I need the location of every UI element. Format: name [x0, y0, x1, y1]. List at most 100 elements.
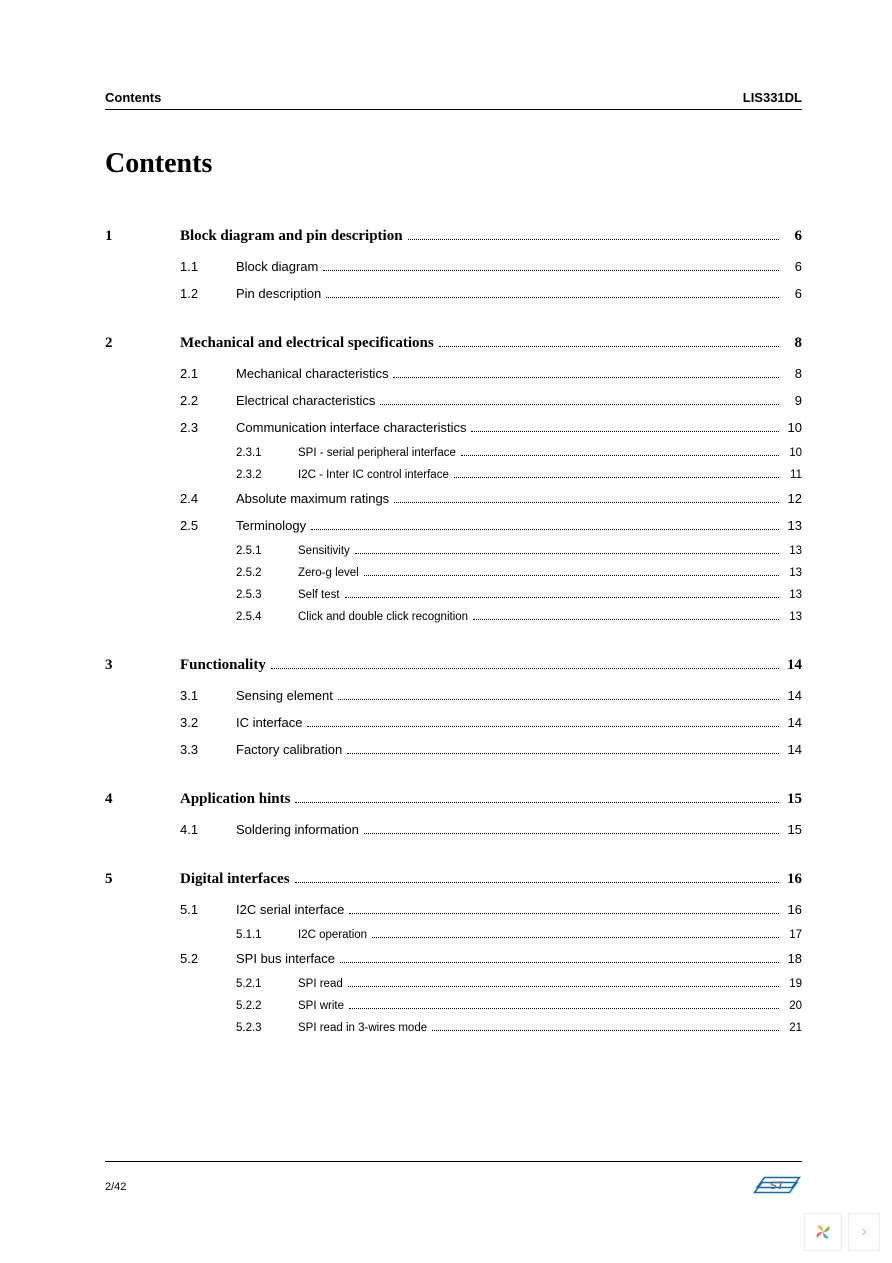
toc-page: 13: [784, 545, 802, 557]
toc-entry[interactable]: 3.3Factory calibration14: [105, 742, 802, 757]
toc-leader: [349, 913, 779, 914]
toc-number: 1.1: [180, 259, 236, 274]
toc-title: Digital interfaces: [180, 871, 290, 888]
toc-page: 18: [784, 951, 802, 966]
toc-leader: [323, 270, 779, 271]
toc-number: 5.2.1: [236, 978, 298, 990]
toc-entry[interactable]: 2.4Absolute maximum ratings12: [105, 491, 802, 506]
toc-entry[interactable]: 3Functionality14: [105, 657, 802, 674]
toc-title: Factory calibration: [236, 742, 342, 757]
toc-page: 8: [784, 335, 802, 352]
page: Contents LIS331DL Contents 1Block diagra…: [0, 0, 892, 1263]
header-right: LIS331DL: [743, 90, 802, 105]
toc-number: 2.2: [180, 393, 236, 408]
toc-entry[interactable]: 4Application hints15: [105, 791, 802, 808]
toc-title: Application hints: [180, 791, 290, 808]
toc-title: Functionality: [180, 657, 266, 674]
toc-title: Mechanical characteristics: [236, 366, 388, 381]
toc-title: SPI write: [298, 1000, 344, 1012]
toc-entry[interactable]: 2.2Electrical characteristics9: [105, 393, 802, 408]
toc-title: Block diagram and pin description: [180, 228, 403, 245]
toc-number: 2.1: [180, 366, 236, 381]
toc-title: IC interface: [236, 715, 302, 730]
toc-leader: [372, 937, 779, 938]
toc-entry[interactable]: 2.3Communication interface characteristi…: [105, 420, 802, 435]
toc-leader: [307, 726, 779, 727]
toc-leader: [380, 404, 779, 405]
toc-number: 5: [105, 871, 180, 888]
toc-title: I2C operation: [298, 929, 367, 941]
toc-title: Click and double click recognition: [298, 611, 468, 623]
st-logo: ST: [752, 1170, 802, 1203]
toc-title: Pin description: [236, 286, 321, 301]
toc-leader: [454, 477, 779, 478]
toc-entry[interactable]: 5.2.2SPI write 20: [105, 1000, 802, 1012]
toc-number: 2.5.3: [236, 589, 298, 601]
toc-entry[interactable]: 4.1Soldering information15: [105, 822, 802, 837]
toc-title: Absolute maximum ratings: [236, 491, 389, 506]
toc-page: 17: [784, 929, 802, 941]
toc-leader: [364, 833, 779, 834]
toc-leader: [348, 986, 779, 987]
toc-title: Communication interface characteristics: [236, 420, 466, 435]
toc-page: 6: [784, 286, 802, 301]
toc-entry[interactable]: 5Digital interfaces16: [105, 871, 802, 888]
toc-title: SPI bus interface: [236, 951, 335, 966]
toc-leader: [432, 1030, 779, 1031]
toc-entry[interactable]: 5.2.1SPI read19: [105, 978, 802, 990]
toc-leader: [271, 668, 779, 669]
toc-number: 2: [105, 335, 180, 352]
chevron-right-icon[interactable]: ›: [848, 1213, 880, 1251]
toc-entry[interactable]: 2.5Terminology 13: [105, 518, 802, 533]
toc-page: 21: [784, 1022, 802, 1034]
toc-leader: [311, 529, 779, 530]
toc-page: 8: [784, 366, 802, 381]
toc-number: 2.5: [180, 518, 236, 533]
toc-entry[interactable]: 5.1.1I2C operation17: [105, 929, 802, 941]
toc-leader: [394, 502, 779, 503]
toc-entry[interactable]: 2.5.1Sensitivity13: [105, 545, 802, 557]
toc-number: 2.5.2: [236, 567, 298, 579]
toc-number: 1: [105, 228, 180, 245]
toc-page: 6: [784, 259, 802, 274]
toc-entry[interactable]: 2.1Mechanical characteristics 8: [105, 366, 802, 381]
toc-page: 20: [784, 1000, 802, 1012]
toc-entry[interactable]: 5.2.3SPI read in 3-wires mode21: [105, 1022, 802, 1034]
toc-number: 4.1: [180, 822, 236, 837]
toc-leader: [295, 802, 779, 803]
toc-entry[interactable]: 1Block diagram and pin description 6: [105, 228, 802, 245]
toc-page: 14: [784, 688, 802, 703]
toc-entry[interactable]: 3.1Sensing element14: [105, 688, 802, 703]
toc-page: 9: [784, 393, 802, 408]
toc-leader: [439, 346, 779, 347]
toc-page: 13: [784, 518, 802, 533]
toc-page: 6: [784, 228, 802, 245]
page-number: 2/42: [105, 1181, 126, 1193]
toc-title: Terminology: [236, 518, 306, 533]
page-header: Contents LIS331DL: [105, 90, 802, 110]
toc-number: 5.2.2: [236, 1000, 298, 1012]
header-left: Contents: [105, 90, 161, 105]
toc-title: I2C - Inter IC control interface: [298, 469, 449, 481]
toc-leader: [364, 575, 779, 576]
toc-entry[interactable]: 1.1Block diagram6: [105, 259, 802, 274]
pinwheel-icon[interactable]: [804, 1213, 842, 1251]
toc-leader: [345, 597, 779, 598]
toc-number: 3.2: [180, 715, 236, 730]
toc-entry[interactable]: 5.2SPI bus interface18: [105, 951, 802, 966]
toc-entry[interactable]: 3.2IC interface14: [105, 715, 802, 730]
toc-entry[interactable]: 2.5.3Self test13: [105, 589, 802, 601]
toc-entry[interactable]: 1.2Pin description6: [105, 286, 802, 301]
toc-entry[interactable]: 2.5.2Zero-g level13: [105, 567, 802, 579]
toc-entry[interactable]: 2.5.4Click and double click recognition1…: [105, 611, 802, 623]
toc-section: 2Mechanical and electrical specification…: [105, 335, 802, 623]
toc-entry[interactable]: 2Mechanical and electrical specification…: [105, 335, 802, 352]
toc-title: Sensing element: [236, 688, 333, 703]
toc-leader: [340, 962, 779, 963]
toc-entry[interactable]: 5.1I2C serial interface16: [105, 902, 802, 917]
toc-section: 3Functionality143.1Sensing element143.2I…: [105, 657, 802, 757]
toc-title: Soldering information: [236, 822, 359, 837]
toc-leader: [326, 297, 779, 298]
toc-entry[interactable]: 2.3.2I2C - Inter IC control interface11: [105, 469, 802, 481]
toc-entry[interactable]: 2.3.1SPI - serial peripheral interface10: [105, 447, 802, 459]
